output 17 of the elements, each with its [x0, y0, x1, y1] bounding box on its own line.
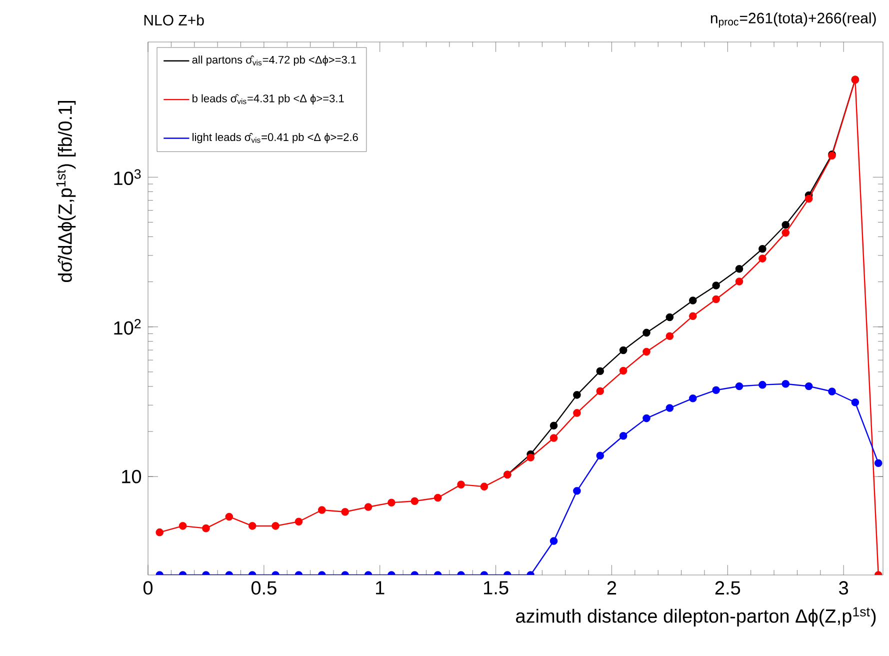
x-tick-label: 2.5: [715, 581, 740, 595]
chart-title: NLO Z+b: [144, 14, 204, 26]
y-axis-title: dσ̂/dΔϕ(Z,p$^{1st}$) [fb/0.1]: [56, 101, 76, 282]
x-tick-label: 1: [376, 581, 384, 594]
x-tick-label: 0: [143, 581, 153, 595]
x-tick-label: 2: [607, 581, 616, 594]
y-tick-label: 10$^{3}$: [114, 169, 141, 186]
x-tick-label: 3: [839, 581, 848, 595]
legend-label: b leads σ̂$_{vis}$=4.31 pb <Δ ϕ>=3.1: [192, 94, 344, 105]
legend-label: all partons σ̂$_{vis}$=4.72 pb <Δϕ>=3.1: [192, 56, 356, 66]
x-tick-label: 1.5: [484, 581, 508, 594]
y-tick-label: 10: [122, 470, 142, 484]
y-tick-label: 10$^{2}$: [114, 318, 141, 335]
legend-label: light leads σ̂$_{vis}$=0.41 pb <Δ ϕ>=2.6: [192, 132, 358, 144]
x-tick-label: 0.5: [251, 581, 276, 595]
x-axis-title: azimuth distance dilepton-parton Δϕ(Z,p$^{1st}$): [516, 607, 876, 627]
text: n$_{proc}$=261(tota)+266(real): [710, 12, 876, 28]
